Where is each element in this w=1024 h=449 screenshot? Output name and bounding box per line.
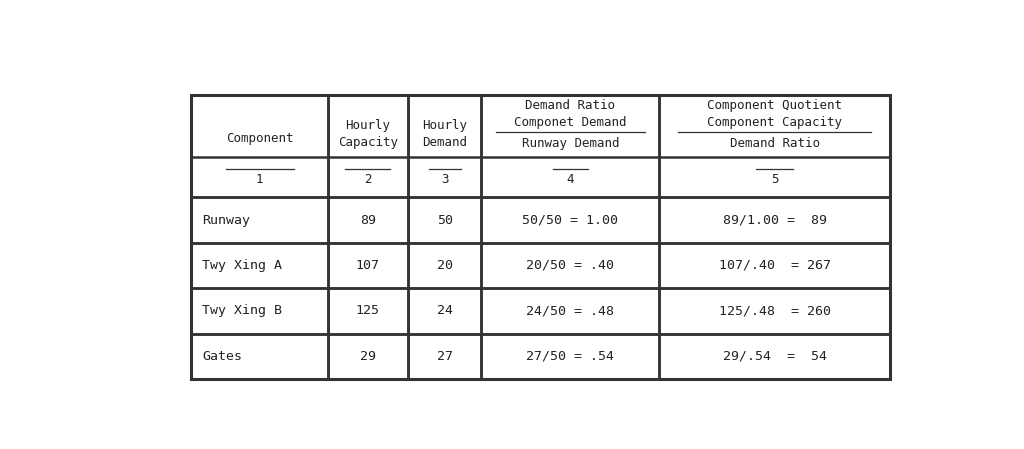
Text: 3: 3	[441, 172, 449, 185]
Bar	[659, 334, 890, 379]
Bar	[659, 95, 890, 198]
Text: 29: 29	[359, 350, 376, 363]
Text: 20: 20	[436, 259, 453, 272]
Text: 1: 1	[256, 172, 263, 185]
Text: Demand: Demand	[422, 136, 467, 149]
Text: 20/50 = .40: 20/50 = .40	[526, 259, 614, 272]
Bar	[408, 288, 481, 334]
Text: 29/.54  =  54: 29/.54 = 54	[723, 350, 826, 363]
Bar	[481, 198, 659, 243]
Text: Twy Xing A: Twy Xing A	[203, 259, 283, 272]
Bar	[328, 334, 408, 379]
Bar	[328, 243, 408, 288]
Text: Twy Xing B: Twy Xing B	[203, 304, 283, 317]
Bar	[481, 288, 659, 334]
Bar	[408, 334, 481, 379]
Bar	[328, 198, 408, 243]
Text: Component: Component	[226, 132, 293, 145]
Text: Component Quotient: Component Quotient	[708, 99, 842, 112]
Text: Demand Ratio: Demand Ratio	[525, 99, 615, 112]
Bar	[481, 243, 659, 288]
Text: 5: 5	[771, 172, 778, 185]
Bar	[191, 243, 328, 288]
Text: Runway: Runway	[203, 214, 251, 227]
Text: 125/.48  = 260: 125/.48 = 260	[719, 304, 830, 317]
Bar	[408, 198, 481, 243]
Text: 24: 24	[436, 304, 453, 317]
Text: 4: 4	[566, 172, 574, 185]
Bar	[191, 198, 328, 243]
Bar	[191, 95, 328, 198]
Text: Gates: Gates	[203, 350, 243, 363]
Bar	[191, 288, 328, 334]
Text: 107: 107	[355, 259, 380, 272]
Text: 2: 2	[365, 172, 372, 185]
Text: 50: 50	[436, 214, 453, 227]
Text: Demand Ratio: Demand Ratio	[730, 137, 819, 150]
Bar	[659, 288, 890, 334]
Text: Hourly: Hourly	[345, 119, 390, 132]
Bar	[328, 95, 408, 198]
Bar	[408, 243, 481, 288]
Text: 50/50 = 1.00: 50/50 = 1.00	[522, 214, 618, 227]
Text: 89/1.00 =  89: 89/1.00 = 89	[723, 214, 826, 227]
Text: 89: 89	[359, 214, 376, 227]
Bar	[481, 334, 659, 379]
Text: Componet Demand: Componet Demand	[514, 116, 627, 129]
Text: Runway Demand: Runway Demand	[521, 137, 620, 150]
Text: 107/.40  = 267: 107/.40 = 267	[719, 259, 830, 272]
Text: Component Capacity: Component Capacity	[708, 116, 842, 129]
Bar	[659, 243, 890, 288]
Bar	[481, 95, 659, 198]
Bar	[328, 288, 408, 334]
Bar	[191, 95, 890, 379]
Text: 27/50 = .54: 27/50 = .54	[526, 350, 614, 363]
Text: 24/50 = .48: 24/50 = .48	[526, 304, 614, 317]
Bar	[408, 95, 481, 198]
Text: 27: 27	[436, 350, 453, 363]
Bar	[191, 334, 328, 379]
Text: 125: 125	[355, 304, 380, 317]
Text: Capacity: Capacity	[338, 136, 398, 149]
Bar	[659, 198, 890, 243]
Text: Hourly: Hourly	[422, 119, 467, 132]
